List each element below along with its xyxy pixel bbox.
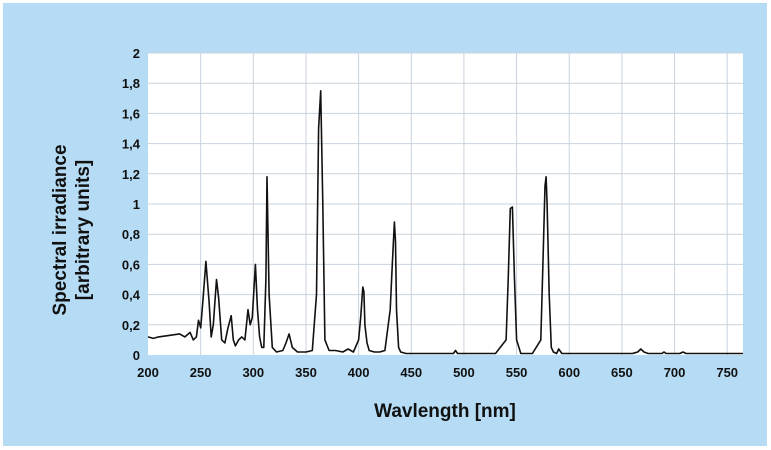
x-tick-label: 250 <box>190 365 212 380</box>
y-tick-label: 1,6 <box>122 106 140 121</box>
x-tick-label: 350 <box>295 365 317 380</box>
y-tick-label: 1 <box>133 197 140 212</box>
y-tick-label: 0,6 <box>122 257 140 272</box>
x-tick-label: 700 <box>664 365 686 380</box>
x-tick-label: 500 <box>453 365 475 380</box>
grid-lines <box>148 52 743 355</box>
y-tick-label: 0 <box>133 348 140 363</box>
y-axis-ticks: 0 0,2 0,4 0,6 0,8 1 1,2 1,4 1,6 1,8 2 <box>122 46 141 363</box>
x-tick-label: 200 <box>137 365 159 380</box>
x-tick-label: 650 <box>611 365 633 380</box>
x-tick-label: 300 <box>242 365 264 380</box>
y-tick-label: 1,8 <box>122 76 140 91</box>
x-tick-label: 450 <box>400 365 422 380</box>
y-tick-label: 1,4 <box>122 137 141 152</box>
x-tick-label: 550 <box>506 365 528 380</box>
x-tick-label: 750 <box>716 365 738 380</box>
x-axis-ticks: 200 250 300 350 400 450 500 550 600 650 700 750 <box>137 365 738 380</box>
y-tick-label: 0,8 <box>122 227 140 242</box>
y-axis-title-line1: Spectral irradiance <box>50 144 71 315</box>
y-tick-label: 0,2 <box>122 318 140 333</box>
y-axis-title-line2: [arbitrary units] <box>73 160 94 300</box>
x-tick-label: 400 <box>348 365 370 380</box>
x-tick-label: 600 <box>558 365 580 380</box>
x-axis-title: Wavlength [nm] <box>374 401 516 422</box>
y-tick-label: 2 <box>133 46 140 61</box>
y-tick-label: 0,4 <box>122 288 141 303</box>
y-tick-label: 1,2 <box>122 167 140 182</box>
spectrum-series-line <box>147 90 743 355</box>
